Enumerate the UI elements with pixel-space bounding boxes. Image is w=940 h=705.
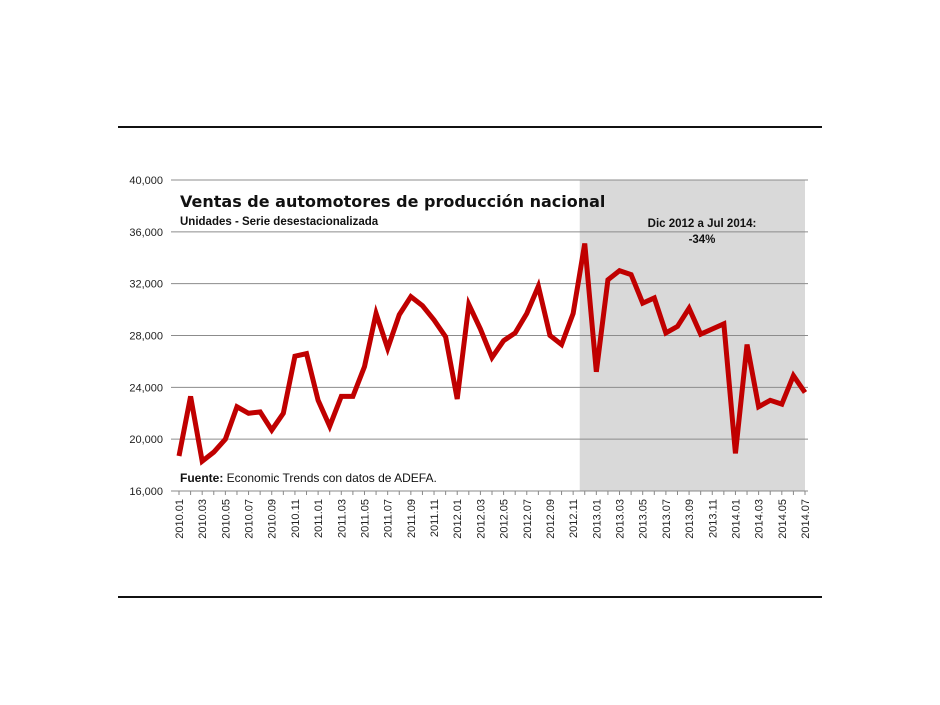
bottom-rule: [118, 596, 822, 598]
y-tick-label: 20,000: [129, 434, 163, 446]
x-tick-label: 2012.05: [499, 499, 511, 539]
chart-title: Ventas de automotores de producción naci…: [180, 192, 605, 211]
x-tick-label: 2010.03: [197, 499, 209, 539]
x-tick-label: 2012.07: [522, 499, 534, 539]
x-tick-label: 2013.09: [684, 499, 696, 539]
x-tick-label: 2012.01: [452, 499, 464, 539]
source-note: Fuente: Economic Trends con datos de ADE…: [180, 471, 437, 485]
y-tick-label: 28,000: [129, 331, 163, 343]
top-rule: [118, 126, 822, 128]
x-tick-label: 2010.05: [220, 499, 232, 539]
x-tick-label: 2011.05: [359, 499, 371, 538]
x-tick-label: 2011.11: [429, 499, 441, 537]
x-tick-label: 2013.01: [591, 499, 603, 539]
x-tick-label: 2010.09: [267, 499, 279, 539]
y-tick-label: 36,000: [129, 227, 163, 239]
annotation-change: -34%: [689, 234, 716, 246]
x-tick-label: 2011.03: [336, 499, 348, 538]
x-tick-label: 2013.11: [707, 499, 719, 538]
x-tick-label: 2012.11: [568, 499, 580, 538]
x-tick-label: 2013.07: [661, 499, 673, 539]
y-tick-label: 32,000: [129, 279, 163, 291]
y-tick-label: 24,000: [129, 382, 163, 394]
source-label: Fuente:: [180, 471, 223, 485]
source-text: Economic Trends con datos de ADEFA.: [223, 471, 436, 485]
x-tick-label: 2013.03: [615, 499, 627, 539]
x-tick-label: 2012.03: [475, 499, 487, 539]
x-tick-label: 2011.01: [313, 499, 325, 538]
annotation-range: Dic 2012 a Jul 2014:: [648, 218, 757, 230]
x-tick-label: 2012.09: [545, 499, 557, 539]
y-tick-label: 16,000: [129, 486, 163, 498]
chart-subtitle: Unidades - Serie desestacionalizada: [180, 216, 379, 228]
y-tick-label: 40,000: [129, 175, 163, 187]
x-tick-label: 2010.11: [290, 499, 302, 538]
x-tick-label: 2014.03: [754, 499, 766, 539]
x-tick-label: 2011.09: [406, 499, 418, 538]
x-tick-label: 2010.01: [174, 499, 186, 539]
x-tick-label: 2011.07: [383, 499, 395, 538]
x-tick-label: 2014.05: [777, 499, 789, 539]
x-tick-label: 2010.07: [244, 499, 256, 539]
x-tick-label: 2014.07: [800, 499, 812, 539]
x-tick-label: 2013.05: [638, 499, 650, 539]
x-tick-label: 2014.01: [730, 499, 742, 539]
